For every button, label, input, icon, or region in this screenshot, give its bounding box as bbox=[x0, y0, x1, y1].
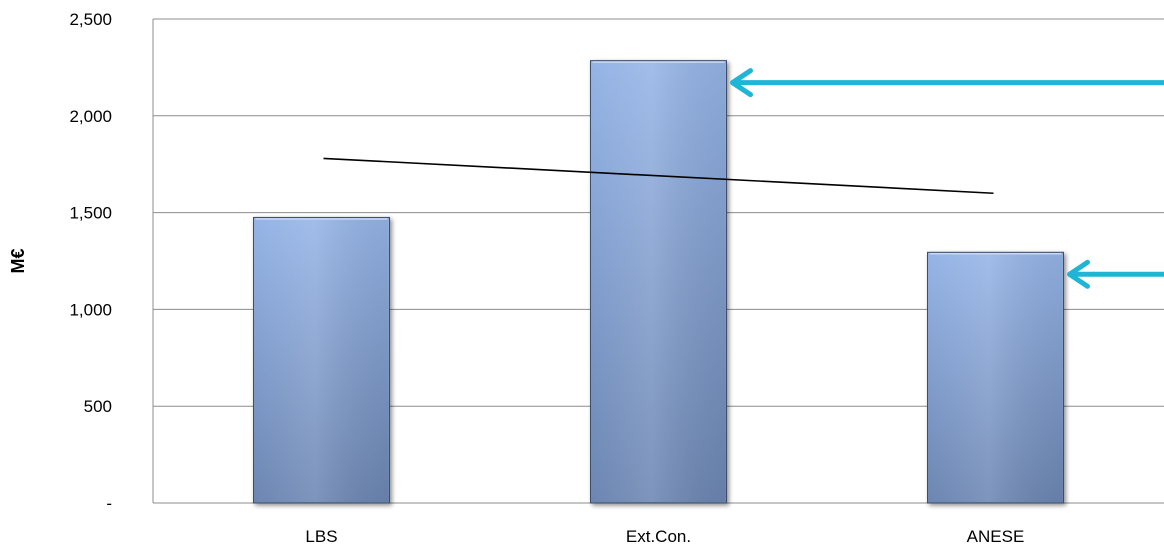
y-tick-label: 2,000 bbox=[69, 107, 112, 126]
y-axis-title: M€ bbox=[8, 248, 28, 273]
bars bbox=[253, 60, 1064, 504]
y-tick-label: 500 bbox=[84, 397, 112, 416]
bar-group bbox=[590, 60, 727, 504]
bar-group bbox=[927, 251, 1064, 504]
tick-labels: - 500 1,000 1,500 2,000 2,500 M€ LBS Ext.Con. ANE… bbox=[8, 10, 1024, 546]
trend-line bbox=[323, 157, 994, 195]
annotation-arrow bbox=[730, 68, 1164, 98]
bar-highlight bbox=[254, 218, 389, 502]
bar-highlight bbox=[591, 61, 726, 503]
y-tick-label: - bbox=[106, 494, 112, 513]
annotation-arrows bbox=[730, 68, 1164, 289]
arrow-head bbox=[730, 68, 753, 98]
x-tick-label: ANESE bbox=[967, 527, 1025, 546]
trend-line-group bbox=[323, 157, 994, 195]
bar-group bbox=[253, 216, 390, 504]
y-tick-label: 2,500 bbox=[69, 10, 112, 29]
y-tick-label: 1,000 bbox=[69, 300, 112, 319]
x-tick-label: Ext.Con. bbox=[626, 527, 691, 546]
arrow-head bbox=[1067, 259, 1090, 289]
bar-highlight bbox=[928, 253, 1063, 502]
annotation-arrow bbox=[1067, 259, 1164, 289]
x-tick-label: LBS bbox=[305, 527, 337, 546]
y-tick-label: 1,500 bbox=[69, 204, 112, 223]
